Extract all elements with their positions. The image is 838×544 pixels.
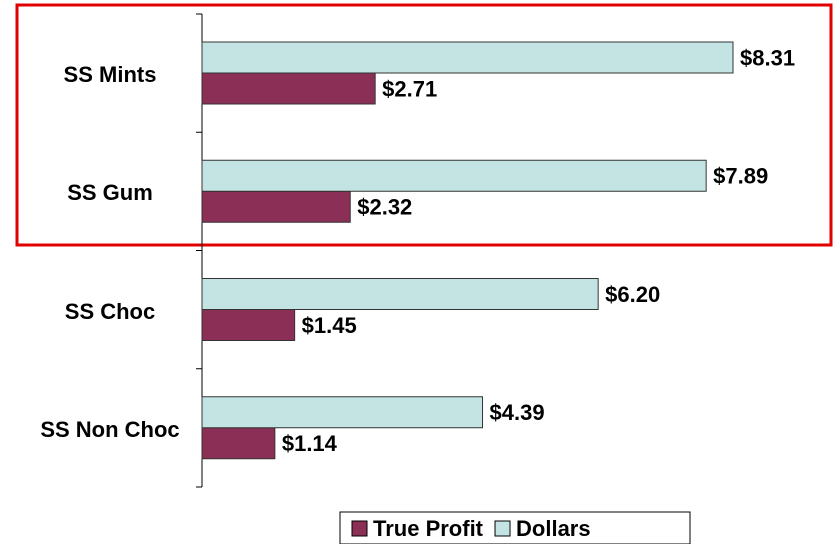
value-label: $4.39 [490, 400, 545, 425]
bar [201, 72, 376, 105]
legend-box [339, 511, 691, 544]
legend-swatch [351, 520, 368, 537]
value-label: $2.32 [357, 195, 412, 220]
category-label: SS Choc [64, 298, 156, 324]
bar [201, 309, 296, 341]
legend-swatch [494, 520, 511, 537]
legend-label: Dollars [516, 516, 591, 541]
value-label: $6.20 [605, 282, 660, 307]
value-label: $1.14 [282, 431, 338, 456]
category-label: SS Mints [63, 62, 157, 88]
bar [201, 427, 276, 460]
bar [201, 190, 351, 223]
legend-label: True Profit [373, 516, 484, 541]
bar [201, 396, 484, 429]
value-label: $1.45 [302, 313, 357, 338]
category-label: SS Gum [67, 180, 153, 206]
bar [201, 159, 707, 192]
value-label: $8.31 [740, 45, 795, 70]
value-label: $7.89 [713, 164, 768, 189]
bar [201, 41, 734, 74]
bar [201, 278, 599, 310]
value-label: $2.71 [382, 76, 437, 101]
category-label: SS Non Choc [40, 416, 180, 442]
highlight-box [15, 3, 833, 247]
